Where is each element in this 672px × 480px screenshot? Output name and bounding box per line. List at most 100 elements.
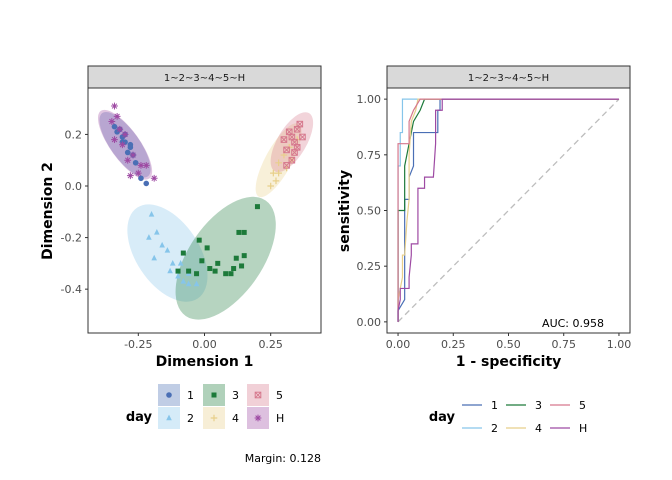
- point-day-3: [194, 271, 200, 277]
- y-tick-label: 0.75: [357, 149, 382, 162]
- point-day-H: [134, 169, 142, 177]
- left-y-axis: 0.2 0.0 -0.2 -0.4: [61, 128, 88, 296]
- point-day-2: [180, 278, 187, 284]
- point-day-5: [291, 149, 298, 156]
- point-day-3: [180, 250, 186, 256]
- point-day-1: [127, 141, 134, 148]
- point-day-H: [111, 102, 118, 110]
- point-day-H: [129, 151, 137, 159]
- roc-diagonal: [397, 98, 620, 323]
- x-tick-label: -0.25: [124, 338, 152, 351]
- point-day-4: [275, 169, 282, 177]
- y-tick-label: 0.00: [357, 316, 382, 329]
- point-day-3: [228, 271, 234, 277]
- x-tick-label: 0.25: [441, 338, 466, 351]
- y-tick-label: 0.50: [357, 205, 382, 218]
- point-day-5: [299, 133, 306, 141]
- y-tick-label: -0.2: [61, 232, 82, 245]
- point-day-H: [150, 174, 158, 182]
- point-day-3: [254, 204, 260, 210]
- x-tick-label: 0.50: [496, 338, 521, 351]
- point-day-1: [138, 175, 144, 182]
- y-tick-label: 0.2: [65, 128, 83, 141]
- legend-item-3: 3: [203, 384, 239, 406]
- legend-item-4: 4: [506, 422, 542, 435]
- point-day-3: [236, 229, 242, 235]
- legend-item-2: 2: [158, 407, 194, 429]
- point-day-2: [146, 234, 152, 240]
- legend-item-1: 1: [462, 399, 498, 412]
- point-day-4: [267, 182, 274, 190]
- legend-label: 4: [535, 422, 542, 435]
- left-panel: 1~2~3~4~5~H -0.25 0.00 0.25 0.2 0.0 -0.2 -0.4…: [40, 65, 322, 465]
- point-day-H: [111, 136, 118, 143]
- right-legend: day 1 2 3 4 5 H: [429, 399, 587, 435]
- left-strip-label: 1~2~3~4~5~H: [164, 73, 245, 84]
- point-day-H: [116, 125, 124, 133]
- point-day-2: [193, 280, 200, 287]
- point-day-H: [142, 161, 150, 169]
- legend-title: day: [126, 410, 153, 425]
- legend-label: 5: [276, 389, 283, 402]
- right-annotation: AUC: 0.958: [542, 317, 604, 330]
- y-tick-label: -0.4: [61, 283, 82, 296]
- x-tick-label: 0.00: [192, 338, 217, 351]
- point-day-4: [275, 159, 282, 167]
- point-day-3: [196, 237, 202, 243]
- point-day-3: [241, 253, 247, 259]
- legend-item-H: H: [550, 422, 587, 435]
- right-x-axis-title: 1 - specificity: [456, 354, 562, 370]
- point-day-2: [167, 267, 173, 274]
- point-day-2: [154, 229, 160, 235]
- legend-label: 5: [579, 399, 586, 412]
- point-day-3: [233, 255, 239, 261]
- point-day-3: [186, 268, 192, 274]
- point-day-1: [111, 123, 118, 130]
- point-day-2: [177, 259, 184, 266]
- point-day-5: [283, 162, 290, 169]
- point-day-1: [143, 180, 150, 187]
- point-day-2: [164, 247, 171, 253]
- point-day-3: [223, 271, 229, 277]
- point-day-3: [204, 245, 210, 251]
- y-tick-label: 0.25: [357, 260, 382, 273]
- y-tick-label: 1.00: [357, 93, 382, 106]
- point-day-5: [280, 136, 288, 143]
- legend-title: day: [429, 410, 456, 425]
- x-tick-label: 0.75: [551, 338, 576, 351]
- right-y-axis-title: sensitivity: [337, 170, 353, 252]
- legend-marker: [210, 414, 218, 422]
- point-day-2: [159, 241, 165, 248]
- legend-label: H: [276, 412, 284, 425]
- point-day-2: [148, 210, 155, 217]
- left-x-axis: -0.25 0.00 0.25: [124, 333, 283, 351]
- legend-item-3: 3: [506, 399, 542, 412]
- point-day-H: [108, 118, 116, 125]
- legend-item-4: 4: [203, 407, 239, 429]
- x-tick-label: 0.00: [386, 338, 411, 351]
- right-panel: 1~2~3~4~5~H 0.00 0.25 0.50 0.75 1.00 1.00 0.7…: [337, 65, 631, 435]
- legend-label: 4: [232, 412, 239, 425]
- point-day-4: [272, 177, 280, 185]
- point-day-1: [132, 159, 139, 166]
- point-day-3: [215, 260, 221, 266]
- x-tick-label: 0.25: [258, 338, 283, 351]
- y-tick-label: 0.0: [65, 180, 83, 193]
- legend-item-5: 5: [247, 384, 283, 406]
- point-day-3: [175, 268, 181, 274]
- point-day-H: [124, 156, 132, 164]
- legend-label: 3: [232, 389, 239, 402]
- right-x-axis: 0.00 0.25 0.50 0.75 1.00: [386, 333, 631, 351]
- point-day-2: [151, 254, 157, 261]
- legend-marker: [166, 414, 172, 421]
- right-y-axis: 1.00 0.75 0.50 0.25 0.00: [357, 93, 387, 329]
- point-day-H: [121, 131, 129, 138]
- point-day-H: [126, 172, 134, 180]
- right-strip-label: 1~2~3~4~5~H: [468, 73, 549, 84]
- legend-label: 3: [535, 399, 542, 412]
- right-lines: [397, 98, 619, 322]
- legend-marker: [254, 391, 262, 399]
- legend-item-H: H: [247, 407, 284, 429]
- point-day-5: [288, 156, 296, 164]
